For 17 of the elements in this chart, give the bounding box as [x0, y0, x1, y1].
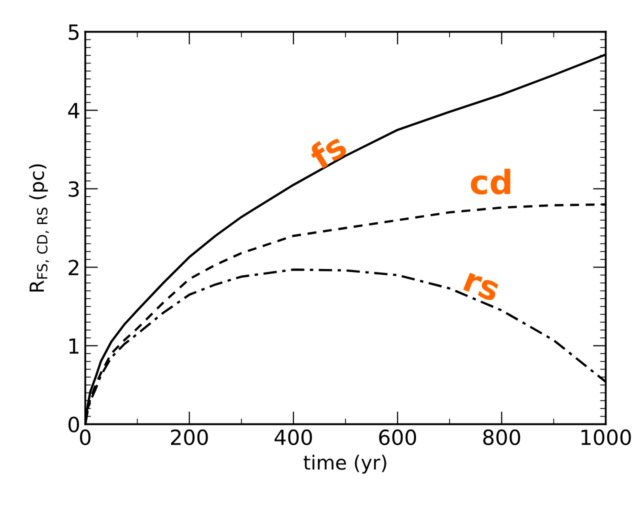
- x-tick-label: 1000: [582, 429, 631, 446]
- x-tick-label: 400: [274, 429, 312, 446]
- series-label: cd: [470, 168, 510, 195]
- x-tick-label: 800: [483, 429, 520, 446]
- text: fs: [307, 132, 348, 170]
- text: rs: [462, 272, 500, 302]
- y-tick-label: 3: [68, 181, 79, 197]
- x-tick-label: 200: [170, 429, 208, 446]
- y-tick-label: 4: [68, 103, 80, 118]
- y-tick-label: 2: [68, 260, 78, 276]
- y-axis-title: RFS, CD, RS (pc): [29, 164, 49, 292]
- y-tick-label: 1: [69, 338, 78, 354]
- x-tick-label: 0: [80, 429, 90, 446]
- y-tick-label: 0: [68, 416, 80, 432]
- x-axis-title: time (yr): [304, 454, 386, 474]
- y-tick-label: 5: [68, 24, 79, 40]
- x-tick-label: 600: [379, 429, 416, 446]
